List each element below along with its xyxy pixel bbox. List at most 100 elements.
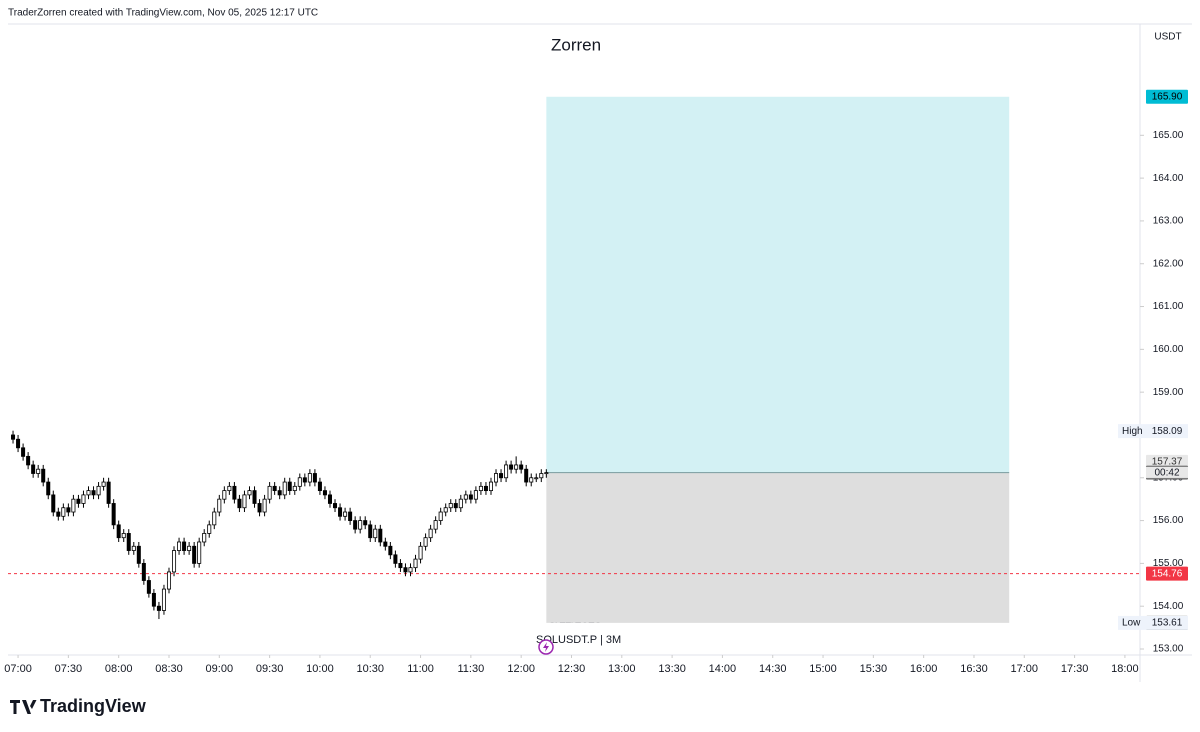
x-tick-label: 10:30 <box>356 663 384 675</box>
candle-body <box>71 498 76 513</box>
y-tick-label: 154.00 <box>1153 601 1184 612</box>
candle-body <box>76 498 81 504</box>
candle-body <box>499 473 504 479</box>
x-tick-label: 08:00 <box>105 663 133 675</box>
candle-body <box>433 520 438 530</box>
x-tick-label: 15:00 <box>809 663 837 675</box>
candle-body <box>41 468 46 483</box>
x-tick-label: 11:00 <box>407 663 434 675</box>
countdown: 00:42 <box>1154 468 1179 479</box>
y-tick-label: 165.00 <box>1153 130 1184 141</box>
candle-body <box>61 507 66 517</box>
low-marker-label: 153.61 <box>1152 618 1183 629</box>
candle-body <box>272 485 277 492</box>
candle-body <box>388 545 393 556</box>
candle-body <box>287 481 292 492</box>
candle-body <box>468 494 473 500</box>
y-tick-label: 163.00 <box>1153 216 1184 227</box>
candle-body <box>56 511 61 517</box>
candle-body <box>66 507 71 513</box>
candle-body <box>307 473 312 483</box>
candle-body <box>443 507 448 513</box>
candle-body <box>197 541 202 564</box>
candle-body <box>514 464 519 470</box>
currency: USDT <box>1154 32 1181 43</box>
candle-body <box>187 545 192 551</box>
candle-body <box>177 541 182 551</box>
candle-body <box>116 524 121 539</box>
candle-body <box>252 490 257 504</box>
header: TraderZorren created with TradingView.co… <box>8 8 318 19</box>
candle-body <box>202 533 207 543</box>
candle-body <box>423 537 428 547</box>
price-marker-label: 154.76 <box>1152 568 1183 579</box>
high-marker <box>1118 424 1188 439</box>
candle-body <box>358 520 363 530</box>
candle-body <box>161 588 166 611</box>
candle-body <box>378 528 383 543</box>
x-tick-label: 09:00 <box>206 663 234 675</box>
candle-body <box>136 545 141 564</box>
x-tick-label: 15:30 <box>860 663 888 675</box>
candle-body <box>302 477 307 483</box>
x-tick-label: 14:30 <box>759 663 787 675</box>
candle-body <box>292 485 297 492</box>
candle-body <box>322 490 327 496</box>
candle-body <box>96 485 101 496</box>
x-tick-label: 13:30 <box>658 663 686 675</box>
price-marker-label: 165.90 <box>1152 91 1183 102</box>
candle-body <box>141 562 146 581</box>
y-tick-label: 162.00 <box>1153 258 1184 269</box>
candle-body <box>312 473 317 483</box>
candle-body <box>544 472 549 475</box>
candle-body <box>86 490 91 496</box>
candle-body <box>212 511 217 526</box>
candle-body <box>51 494 56 513</box>
y-tick-label: 164.00 <box>1153 173 1184 184</box>
candle-body <box>81 494 86 504</box>
loss-zone <box>546 472 1010 623</box>
event-icon-bolt <box>543 642 549 652</box>
candle-body <box>473 490 478 500</box>
candle-body <box>237 498 242 509</box>
candle-body <box>333 503 338 509</box>
candle-body <box>448 503 453 509</box>
candle-body <box>101 481 106 487</box>
x-tick-label: 12:30 <box>558 663 586 675</box>
candle-body <box>418 545 423 560</box>
price-marker-label: 157.37 <box>1152 457 1183 468</box>
candle-body <box>172 550 177 573</box>
x-tick-label: 09:30 <box>256 663 284 675</box>
candle-body <box>267 485 272 500</box>
candle-body <box>353 520 358 530</box>
candle-body <box>31 464 36 474</box>
candle-body <box>504 464 509 479</box>
y-tick-label: 156.00 <box>1153 515 1184 526</box>
candle-body <box>463 494 468 500</box>
x-tick-label: 17:30 <box>1061 663 1089 675</box>
low-marker-name: Low <box>1122 618 1141 629</box>
candle-body <box>277 490 282 496</box>
x-tick-label: 10:00 <box>306 663 334 675</box>
candle-body <box>368 524 373 539</box>
x-tick-label: 16:00 <box>910 663 938 675</box>
x-tick-label: 16:30 <box>960 663 988 675</box>
candle-body <box>519 464 524 470</box>
price-marker <box>1146 566 1188 581</box>
candle-body <box>428 528 433 539</box>
candle-body <box>494 473 499 483</box>
candle-body <box>383 541 388 547</box>
y-tick-label: 155.00 <box>1153 558 1184 569</box>
candle-body <box>222 490 227 500</box>
candle-body <box>539 473 544 479</box>
candle-body <box>182 541 187 551</box>
candle-body <box>207 524 212 534</box>
candle-body <box>11 434 16 440</box>
plot: 153.00154.00155.00156.00157.00158.00159.… <box>4 89 1188 675</box>
candle-body <box>393 554 398 564</box>
candle-body <box>438 511 443 521</box>
candle-body <box>282 481 287 496</box>
candle-body <box>156 605 161 611</box>
countdown-bg <box>1146 466 1188 478</box>
